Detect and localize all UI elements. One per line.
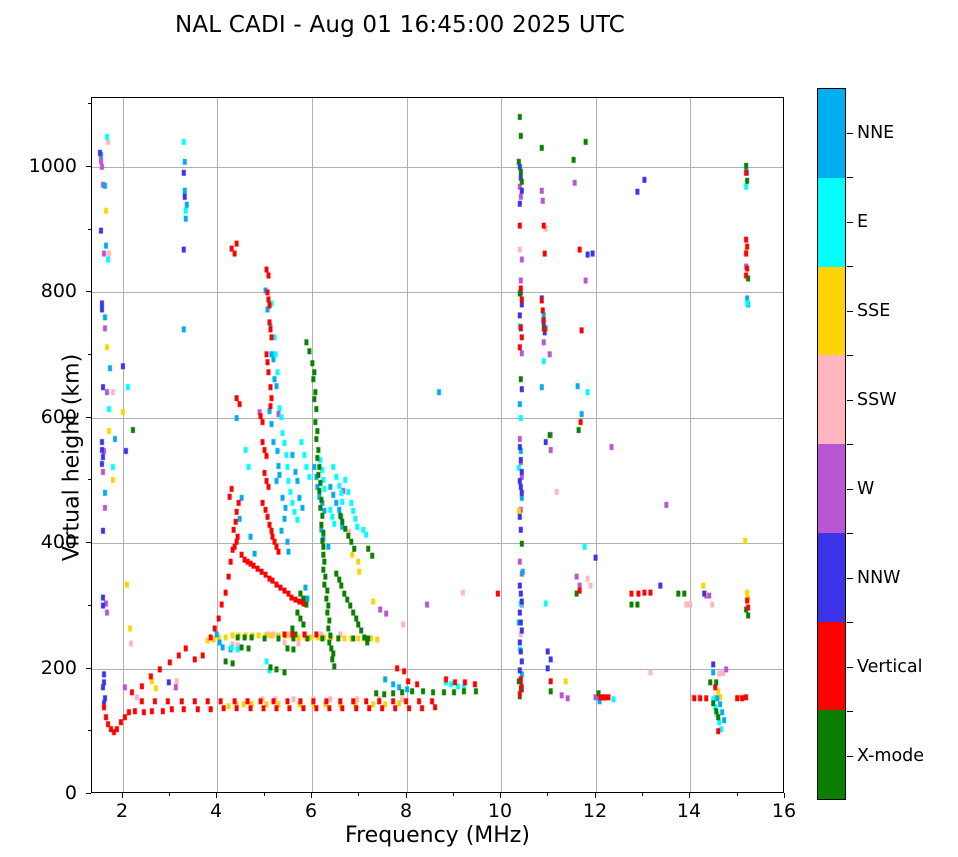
y-tick-label: 800 bbox=[40, 280, 77, 302]
y-tick-mark bbox=[86, 417, 91, 418]
colorbar-segment-ssw[interactable] bbox=[818, 355, 845, 444]
y-tick-minor bbox=[88, 479, 91, 480]
colorbar-label-nne: NNE bbox=[857, 123, 895, 143]
x-tick-mark bbox=[311, 793, 312, 798]
y-tick-label: 0 bbox=[64, 782, 77, 804]
colorbar-label-nnw: NNW bbox=[857, 568, 901, 588]
y-tick-minor bbox=[88, 354, 91, 355]
colorbar-segment-nnw[interactable] bbox=[818, 532, 845, 622]
x-tick-label: 14 bbox=[676, 800, 702, 822]
colorbar-tick-mark bbox=[847, 489, 853, 491]
y-tick-label: 400 bbox=[40, 531, 77, 553]
colorbar-segment-nne[interactable] bbox=[818, 89, 845, 178]
colorbar-label-w: W bbox=[857, 479, 875, 499]
colorbar-segment-e[interactable] bbox=[818, 177, 845, 267]
colorbar-boundary-tick bbox=[847, 533, 853, 535]
x-tick-minor bbox=[169, 793, 170, 796]
x-tick-minor bbox=[737, 793, 738, 796]
y-axis-label: Virtual height (km) bbox=[59, 353, 85, 562]
colorbar[interactable] bbox=[817, 88, 846, 800]
colorbar-segment-sse[interactable] bbox=[818, 266, 845, 356]
x-tick-minor bbox=[264, 793, 265, 796]
colorbar-label-vertical: Vertical bbox=[857, 657, 923, 677]
colorbar-tick-mark bbox=[847, 400, 853, 402]
x-tick-label: 10 bbox=[487, 800, 513, 822]
y-tick-mark bbox=[86, 166, 91, 167]
x-tick-mark bbox=[216, 793, 217, 798]
x-tick-label: 16 bbox=[771, 800, 797, 822]
x-tick-label: 6 bbox=[304, 800, 318, 822]
x-tick-minor bbox=[547, 793, 548, 796]
colorbar-boundary-tick bbox=[847, 177, 853, 179]
colorbar-segment-vertical[interactable] bbox=[818, 621, 845, 711]
colorbar-label-e: E bbox=[857, 212, 869, 232]
y-tick-label: 200 bbox=[40, 657, 77, 679]
y-tick-mark bbox=[86, 668, 91, 669]
x-tick-label: 8 bbox=[399, 800, 413, 822]
y-tick-mark bbox=[86, 793, 91, 794]
colorbar-boundary-tick bbox=[847, 622, 853, 624]
x-tick-label: 4 bbox=[209, 800, 223, 822]
y-tick-mark bbox=[86, 291, 91, 292]
colorbar-label-ssw: SSW bbox=[857, 390, 897, 410]
x-tick-minor bbox=[642, 793, 643, 796]
x-tick-label: 12 bbox=[582, 800, 608, 822]
colorbar-boundary-tick bbox=[847, 355, 853, 357]
colorbar-tick-mark bbox=[847, 578, 853, 580]
x-tick-mark bbox=[500, 793, 501, 798]
y-tick-mark bbox=[86, 542, 91, 543]
y-tick-label: 1000 bbox=[28, 155, 77, 177]
colorbar-boundary-tick bbox=[847, 266, 853, 268]
colorbar-tick-mark bbox=[847, 133, 853, 135]
x-tick-minor bbox=[453, 793, 454, 796]
y-tick-label: 600 bbox=[40, 406, 77, 428]
y-tick-minor bbox=[88, 730, 91, 731]
y-tick-minor bbox=[88, 605, 91, 606]
y-tick-minor bbox=[88, 103, 91, 104]
plot-area[interactable] bbox=[91, 97, 784, 793]
colorbar-segment-w[interactable] bbox=[818, 444, 845, 533]
x-tick-mark bbox=[595, 793, 596, 798]
x-tick-mark bbox=[122, 793, 123, 798]
ionogram-scatter-canvas bbox=[92, 98, 783, 792]
x-tick-mark bbox=[406, 793, 407, 798]
x-tick-label: 2 bbox=[115, 800, 129, 822]
x-tick-mark bbox=[689, 793, 690, 798]
x-axis-label: Frequency (MHz) bbox=[345, 823, 530, 848]
x-tick-minor bbox=[358, 793, 359, 796]
colorbar-segment-x-mode[interactable] bbox=[818, 710, 845, 799]
colorbar-tick-mark bbox=[847, 756, 853, 758]
y-tick-minor bbox=[88, 229, 91, 230]
x-tick-mark bbox=[784, 793, 785, 798]
colorbar-boundary-tick bbox=[847, 711, 853, 713]
colorbar-tick-mark bbox=[847, 667, 853, 669]
colorbar-tick-mark bbox=[847, 222, 853, 224]
colorbar-tick-mark bbox=[847, 311, 853, 313]
colorbar-boundary-tick bbox=[847, 444, 853, 446]
page-title: NAL CADI - Aug 01 16:45:00 2025 UTC bbox=[174, 12, 626, 38]
colorbar-label-sse: SSE bbox=[857, 301, 891, 321]
colorbar-label-x-mode: X-mode bbox=[857, 746, 925, 766]
